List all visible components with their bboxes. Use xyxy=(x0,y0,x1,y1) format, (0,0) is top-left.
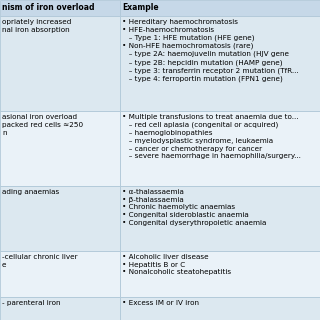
Text: • Hereditary haemochromatosis
• HFE-haemochromatosis
   – Type 1: HFE mutation (: • Hereditary haemochromatosis • HFE-haem… xyxy=(122,19,299,82)
Text: Example: Example xyxy=(122,3,158,12)
Bar xyxy=(120,16,320,111)
Text: nism of iron overload: nism of iron overload xyxy=(2,3,94,12)
Bar xyxy=(120,251,320,297)
Text: • Alcoholic liver disease
• Hepatitis B or C
• Nonalcoholic steatohepatitis: • Alcoholic liver disease • Hepatitis B … xyxy=(122,254,231,276)
Bar xyxy=(120,0,320,16)
Text: • Excess IM or IV iron: • Excess IM or IV iron xyxy=(122,300,199,306)
Bar xyxy=(0,111,120,186)
Bar xyxy=(120,297,320,320)
Bar xyxy=(0,16,120,111)
Bar xyxy=(0,0,120,16)
Bar xyxy=(120,111,320,186)
Bar xyxy=(0,297,120,320)
Text: asional iron overload
packed red cells ≈250
n: asional iron overload packed red cells ≈… xyxy=(2,114,83,136)
Text: • α-thalassaemia
• β-thalassaemia
• Chronic haemolytic anaemias
• Congenital sid: • α-thalassaemia • β-thalassaemia • Chro… xyxy=(122,189,266,226)
Text: - parenteral iron: - parenteral iron xyxy=(2,300,60,306)
Bar xyxy=(0,251,120,297)
Bar xyxy=(0,186,120,251)
Text: opriately increased
nal iron absorption: opriately increased nal iron absorption xyxy=(2,19,71,33)
Bar xyxy=(120,186,320,251)
Text: -cellular chronic liver
e: -cellular chronic liver e xyxy=(2,254,77,268)
Text: ading anaemias: ading anaemias xyxy=(2,189,59,195)
Text: • Multiple transfusions to treat anaemia due to...
   – red cell aplasia (congen: • Multiple transfusions to treat anaemia… xyxy=(122,114,301,159)
